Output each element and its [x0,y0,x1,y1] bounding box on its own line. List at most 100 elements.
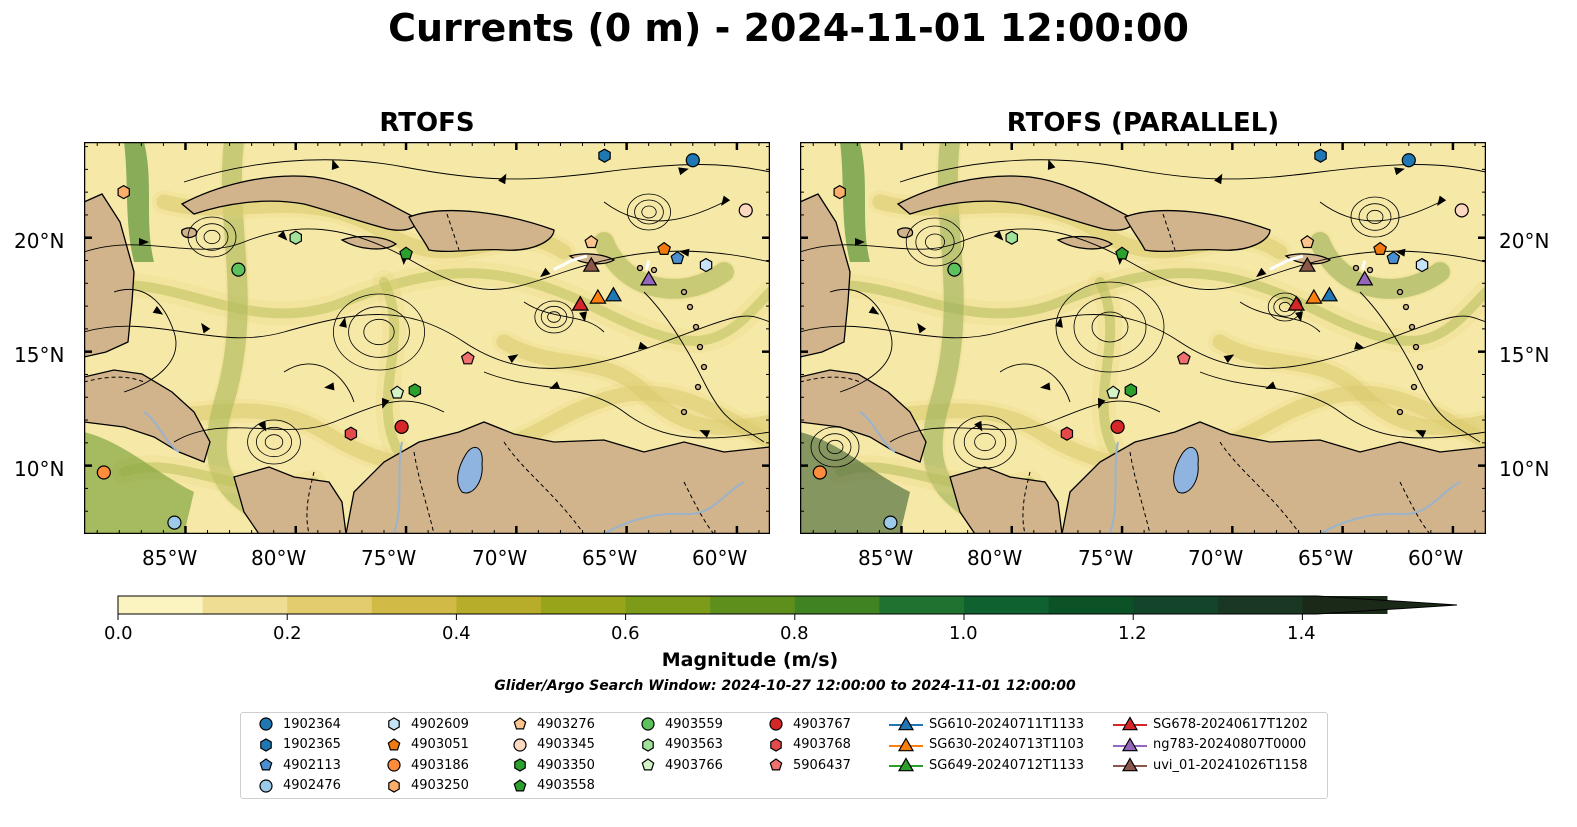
legend-swatch-1902365[interactable] [260,737,272,752]
glider-marker-SG630-20240713T1103[interactable] [1305,288,1323,304]
argo-floats [812,148,1469,530]
glider-marker-SG678-20240617T1202[interactable] [571,295,589,311]
argo-marker-4903768[interactable] [344,426,358,441]
legend-swatch-4903250[interactable] [388,778,400,793]
argo-marker-4902609[interactable] [699,257,713,273]
legend-marker-circle-icon [387,758,401,772]
colorbar-swatch-3 [371,596,457,614]
glider-tracks [553,254,658,311]
argo-marker-4903767[interactable] [394,419,409,434]
figure-title: Currents (0 m) - 2024-11-01 12:00:00 [388,6,1189,50]
legend-swatch-4903186[interactable] [387,758,401,772]
legend-swatch-4903559[interactable] [641,717,655,731]
argo-marker-4903766[interactable] [390,385,405,399]
legend-swatch-ng783-20240807T0000[interactable] [1121,736,1139,751]
legend-label: SG630-20240713T1103 [929,737,1085,752]
glider-marker-ng783-20240807T0000[interactable] [1356,270,1374,286]
argo-marker-4903250[interactable] [117,184,130,200]
argo-marker-4903558[interactable] [1115,246,1129,260]
legend-swatch-4903276[interactable] [513,717,527,730]
legend-swatch-4903768[interactable] [770,737,782,752]
map-panel-rtofs[interactable] [84,142,770,534]
legend-swatch-4903766[interactable] [641,758,655,771]
legend-swatch-5906437[interactable] [769,758,783,771]
argo-marker-5906437[interactable] [460,351,475,365]
argo-marker-1902364[interactable] [685,153,700,168]
legend-label: 4903345 [537,737,595,752]
streamline-arrows [139,159,731,438]
legend-swatch-SG630-20240713T1103[interactable] [897,736,915,751]
legend-label: ng783-20240807T0000 [1153,737,1307,752]
argo-marker-4903051[interactable] [657,241,672,256]
argo-marker-1902365[interactable] [598,148,611,163]
argo-marker-4902609[interactable] [1415,257,1429,273]
legend-marker-hexagon-icon [770,737,782,752]
legend-swatch-4903345[interactable] [513,737,527,752]
legend-label: 4903559 [665,716,723,732]
legend-swatch-4903051[interactable] [387,737,401,750]
legend-item-4903051: 4903051 [383,736,469,754]
argo-marker-4903276[interactable] [1300,235,1315,249]
argo-marker-4903563[interactable] [289,230,302,245]
argo-marker-5906437[interactable] [1176,351,1191,365]
glider-marker-SG678-20240617T1202[interactable] [1287,295,1305,311]
glider-marker-SG610-20240711T1133[interactable] [604,286,623,302]
argo-marker-1902364[interactable] [1401,153,1416,168]
argo-marker-4903186[interactable] [812,465,827,480]
legend-swatch-SG649-20240712T1133[interactable] [897,757,915,772]
legend-swatch-4903767[interactable] [769,717,783,731]
colorbar-swatch-9 [879,596,965,614]
legend-swatch-4902609[interactable] [388,717,400,731]
argo-marker-4903767[interactable] [1110,419,1125,434]
legend-label: 4903350 [537,757,595,773]
legend-swatch-1902364[interactable] [259,717,273,731]
legend-swatch-uvi_01-20241026T1158[interactable] [1121,757,1139,772]
argo-marker-4903558[interactable] [399,246,413,260]
glider-marker-uvi_01-20241026T1158[interactable] [582,256,600,272]
legend-marker-circle-icon [513,737,527,752]
legend-label: 5906437 [793,757,851,773]
argo-marker-4903559[interactable] [231,262,246,277]
colorbar-swatch-12 [1133,596,1219,614]
argo-marker-4903345[interactable] [738,203,753,218]
argo-marker-1902365[interactable] [1314,148,1327,163]
legend-swatch-4903350[interactable] [514,758,526,772]
legend-swatch-4902113[interactable] [259,758,273,771]
colorbar-swatch-4 [456,596,542,614]
legend-swatch-4903558[interactable] [513,778,527,791]
legend-swatch-SG610-20240711T1133[interactable] [897,716,915,731]
argo-marker-4903250[interactable] [833,184,846,200]
argo-marker-4903350[interactable] [1124,383,1138,398]
landmass [84,175,770,534]
glider-marker-SG630-20240713T1103[interactable] [589,288,607,304]
glider-marker-uvi_01-20241026T1158[interactable] [1298,256,1316,272]
argo-marker-4903563[interactable] [1005,230,1018,245]
argo-marker-4903276[interactable] [584,235,599,249]
argo-marker-4903766[interactable] [1106,385,1121,399]
legend-swatch-SG678-20240617T1202[interactable] [1121,716,1139,731]
argo-marker-4902113[interactable] [670,250,685,265]
legend-swatch-4903563[interactable] [642,737,654,752]
legend-label: 4903250 [411,778,469,793]
glider-marker-ng783-20240807T0000[interactable] [640,270,658,286]
legend: 1902364 1902365 4902113 4902476 4902609 49030… [240,712,1328,799]
legend-marker-hexagon-icon [388,717,400,731]
legend-label: uvi_01-20241026T1158 [1153,757,1308,773]
argo-marker-4903350[interactable] [408,383,422,398]
argo-marker-4902476[interactable] [167,515,182,530]
legend-item-4902113: 4902113 [255,756,341,774]
legend-swatch-4902476[interactable] [259,778,273,793]
legend-marker-hexagon-icon [514,758,526,772]
argo-marker-4903186[interactable] [96,465,111,480]
argo-marker-4903559[interactable] [947,262,962,277]
argo-marker-4902113[interactable] [1386,250,1401,265]
argo-marker-4903051[interactable] [1373,241,1388,256]
argo-marker-4902476[interactable] [883,515,898,530]
legend-item-SG610-20240711T1133: SG610-20240711T1133 [889,715,1084,733]
argo-marker-4903345[interactable] [1454,203,1469,218]
argo-marker-4903768[interactable] [1060,426,1074,441]
glider-marker-SG610-20240711T1133[interactable] [1320,286,1339,302]
map-panel-rtofs-parallel[interactable] [800,142,1486,534]
lat-label-20n-right: 20°N [1499,229,1550,253]
colorbar-tick-0-6: 0.6 [611,623,640,644]
